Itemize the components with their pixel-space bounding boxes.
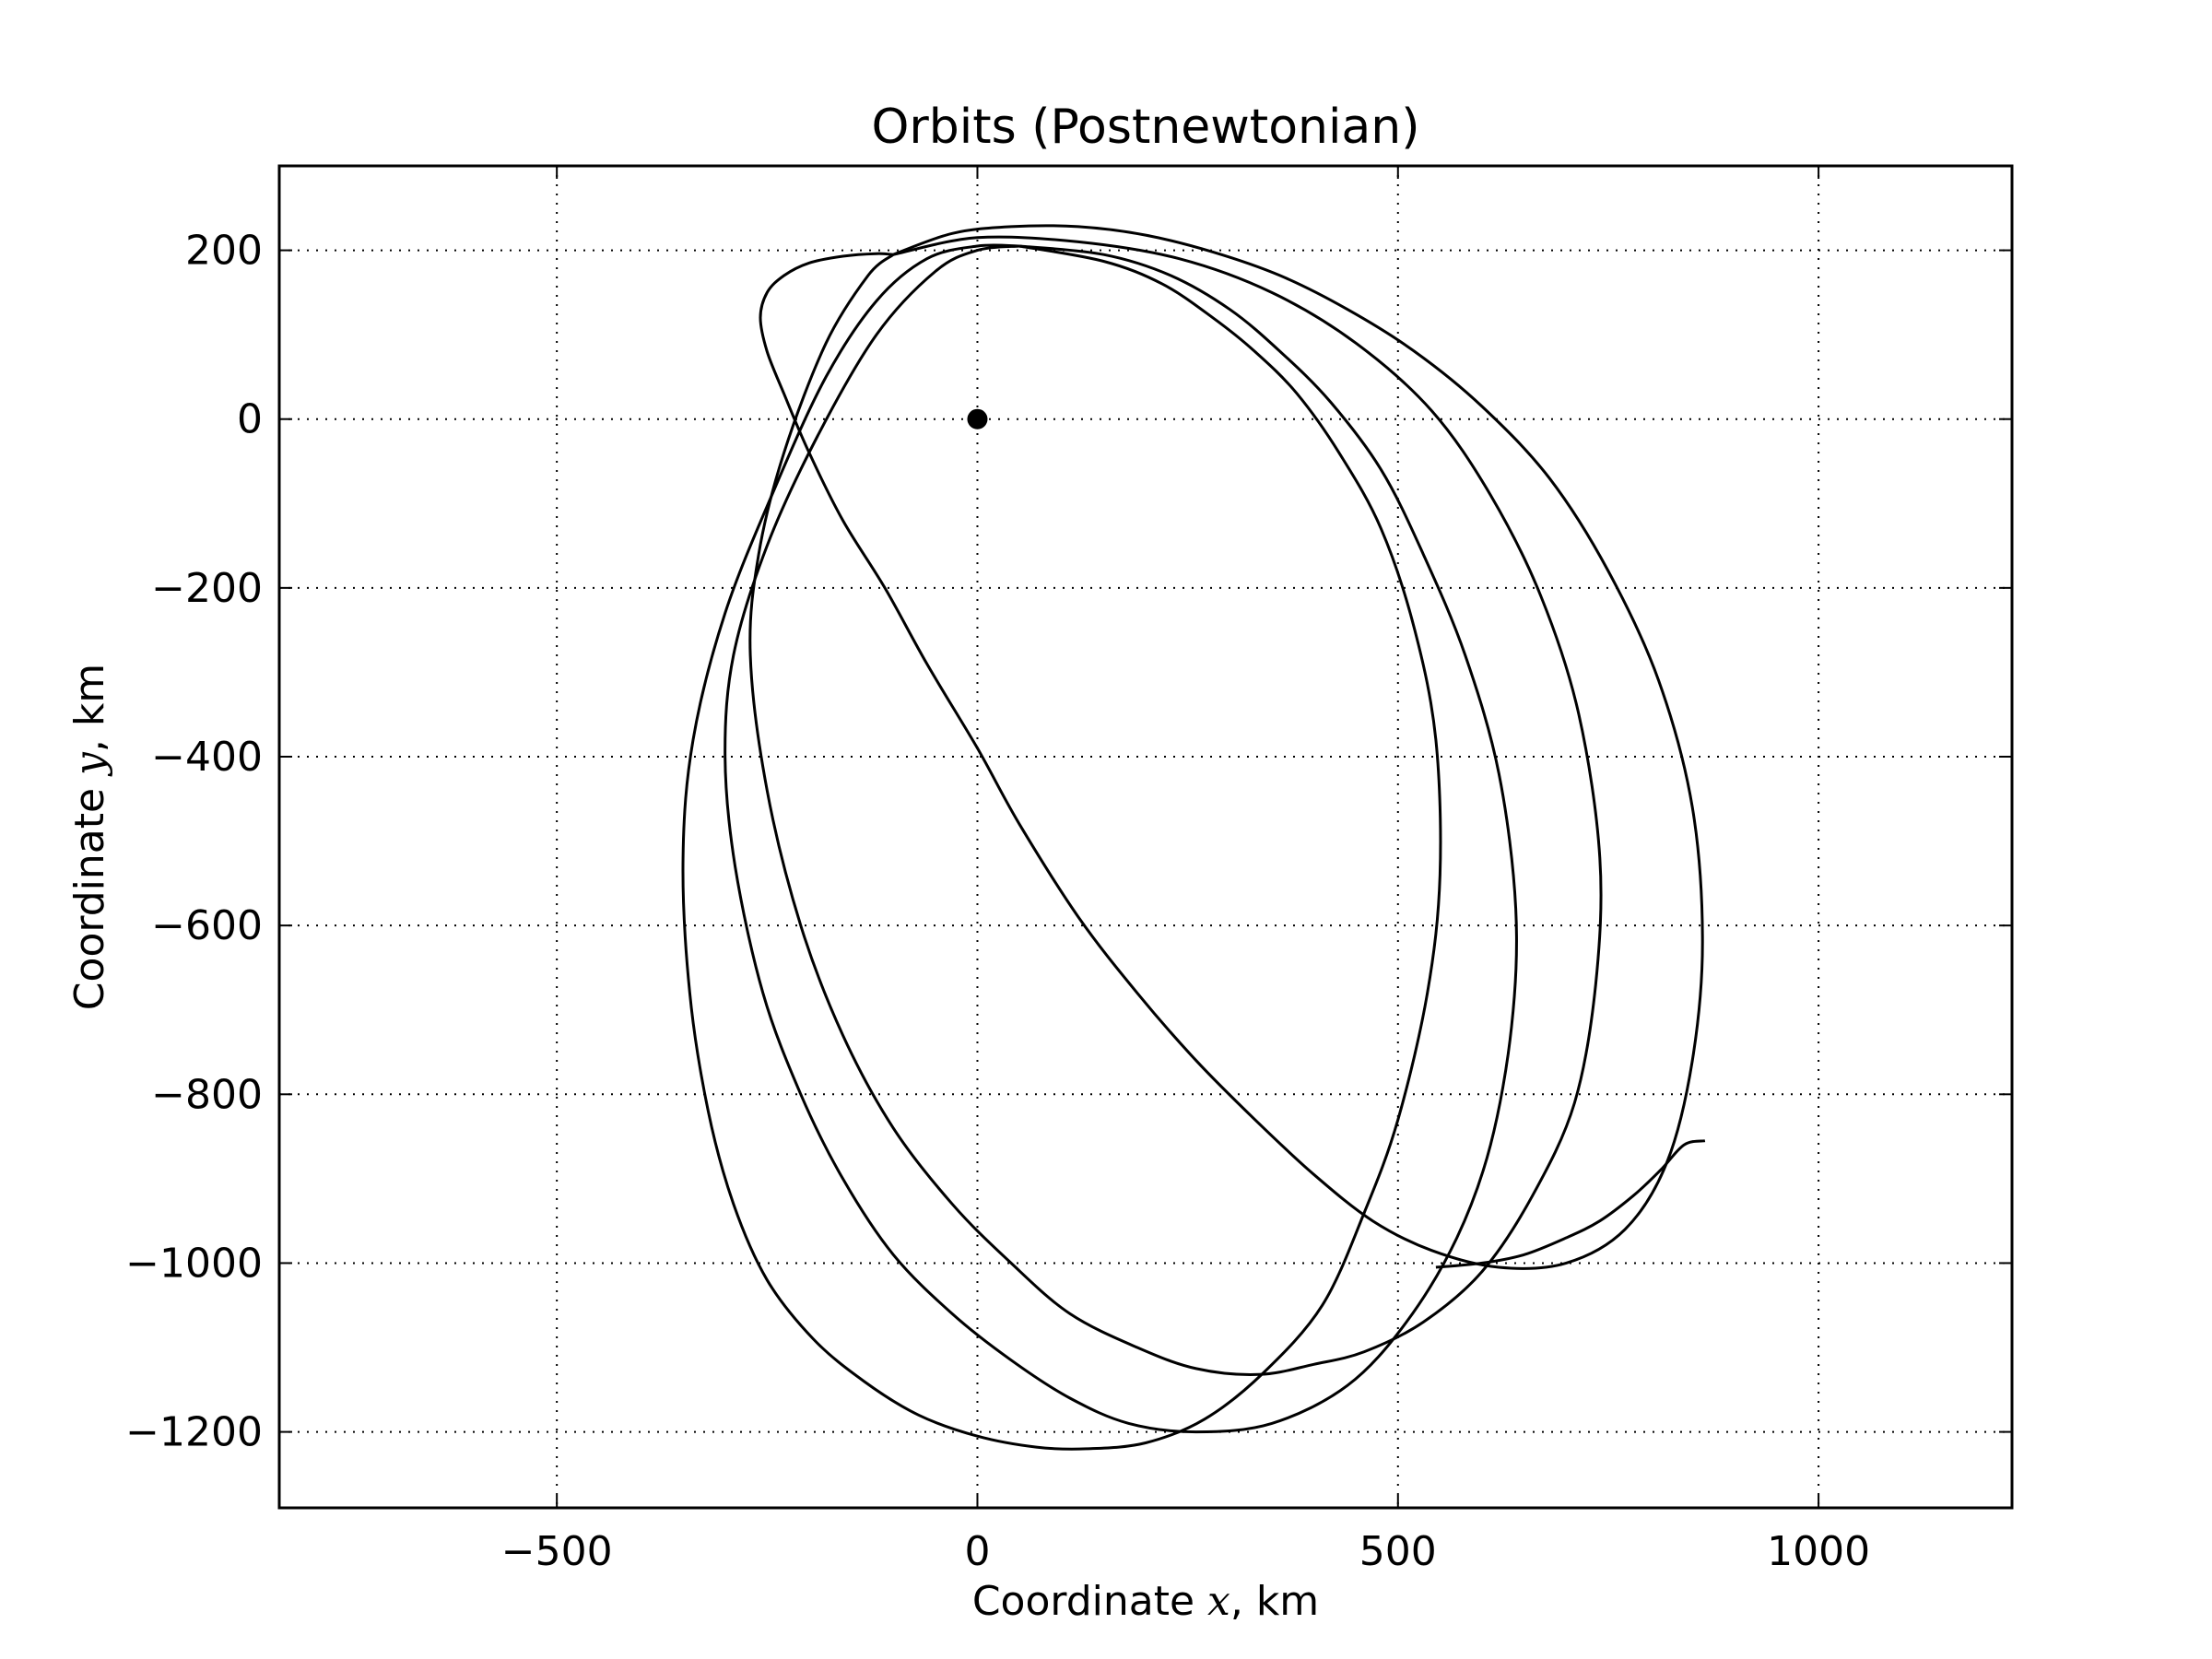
marker-layer — [967, 408, 988, 429]
orbit-line-5 — [1435, 1139, 1706, 1269]
x-tick-label: −500 — [501, 1528, 613, 1575]
y-axis-label: Coordinate y, km — [66, 664, 113, 1010]
orbits-layer — [681, 224, 1706, 1451]
x-tick-label: 500 — [1359, 1528, 1437, 1575]
y-tick-label: −600 — [151, 902, 263, 949]
central-body-marker — [967, 408, 988, 429]
x-axis-label: Coordinate x, km — [972, 1578, 1319, 1625]
y-tick-label: −800 — [151, 1071, 263, 1118]
ticks-layer: −500 0 500 1000 200 0 −200 −400 −600 −800 −1000 −12… — [125, 166, 2012, 1575]
y-tick-label: −1200 — [125, 1409, 263, 1456]
orbit-line-3 — [748, 235, 1603, 1376]
orbit-line-1 — [681, 243, 1442, 1451]
x-tick-label: 0 — [964, 1528, 990, 1575]
grid-layer — [279, 166, 2012, 1508]
y-tick-label: −200 — [151, 565, 263, 612]
x-tick-label: 1000 — [1767, 1528, 1870, 1575]
y-tick-label: 0 — [237, 396, 263, 443]
y-tick-label: −1000 — [125, 1240, 263, 1287]
plot-frame — [277, 164, 2014, 1510]
y-tick-label: −400 — [151, 734, 263, 781]
y-tick-label: 200 — [185, 228, 263, 275]
orbit-line-2 — [724, 244, 1518, 1434]
orbit-line-4 — [759, 224, 1704, 1270]
chart-title: Orbits (Postnewtonian) — [871, 100, 1419, 155]
